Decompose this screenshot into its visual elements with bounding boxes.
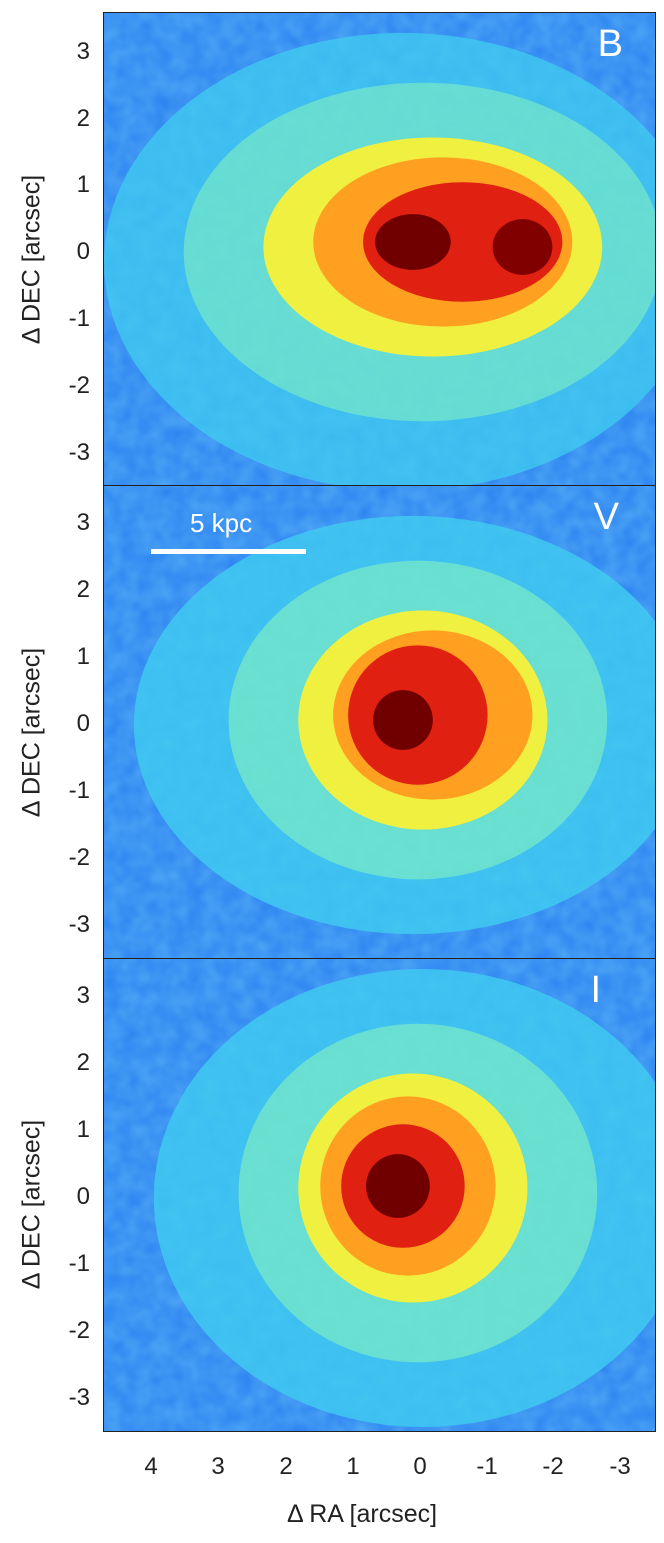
x-tick: -1: [476, 1453, 498, 1480]
band-label-i: I: [590, 969, 601, 1011]
y-tick: 3: [76, 509, 90, 536]
panel-v-image: 5 kpc V: [103, 485, 656, 959]
y-axis-label-v: Δ DEC [arcsec]: [17, 647, 46, 818]
y-tick: 3: [76, 982, 90, 1009]
y-tick: 3: [76, 38, 90, 65]
y-tick: 1: [76, 1116, 90, 1143]
x-tick: 4: [144, 1453, 158, 1480]
image-map-b: [104, 13, 655, 485]
x-tick: 1: [346, 1453, 360, 1480]
image-map-i: [104, 959, 655, 1431]
scale-bar-label: 5 kpc: [190, 508, 253, 538]
y-tick: -3: [68, 1384, 90, 1411]
band-label-v: V: [593, 496, 619, 538]
x-axis-label: Δ RA [arcsec]: [286, 1500, 438, 1528]
y-tick: 2: [76, 105, 90, 132]
x-tick: -2: [542, 1453, 564, 1480]
y-tick: 0: [76, 238, 90, 265]
panel-b-image: B: [103, 12, 656, 486]
panel-i-image: I: [103, 958, 656, 1432]
scale-bar: [151, 549, 306, 554]
y-tick: -2: [68, 1317, 90, 1344]
y-tick: -1: [68, 777, 90, 804]
y-tick: 2: [76, 576, 90, 603]
y-tick: 0: [76, 1183, 90, 1210]
x-tick: 0: [413, 1453, 427, 1480]
band-label-b: B: [597, 23, 623, 65]
x-tick: 2: [279, 1453, 293, 1480]
y-axis-label-i: Δ DEC [arcsec]: [17, 1119, 46, 1290]
y-tick: 2: [76, 1049, 90, 1076]
image-map-v: [104, 486, 655, 958]
y-tick: 1: [76, 171, 90, 198]
y-tick: -2: [68, 844, 90, 871]
y-tick: -3: [68, 439, 90, 466]
y-tick: -1: [68, 305, 90, 332]
x-tick: -3: [609, 1453, 631, 1480]
y-tick: 1: [76, 643, 90, 670]
x-tick: 3: [211, 1453, 225, 1480]
y-tick: -1: [68, 1250, 90, 1277]
y-tick: 0: [76, 710, 90, 737]
y-axis-label-b: Δ DEC [arcsec]: [17, 174, 46, 345]
y-tick: -2: [68, 372, 90, 399]
y-tick: -3: [68, 911, 90, 938]
